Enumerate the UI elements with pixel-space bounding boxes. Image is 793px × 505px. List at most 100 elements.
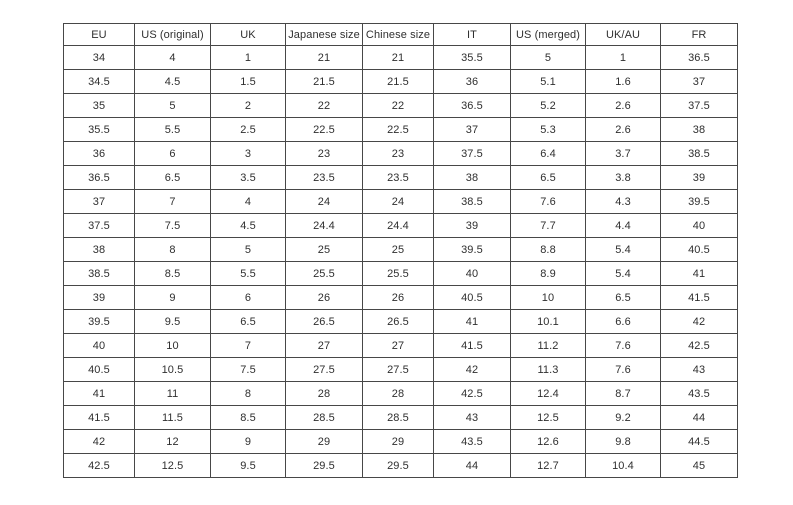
table-cell: 44 [433, 453, 511, 478]
table-cell: 10.5 [134, 357, 211, 382]
table-cell: 23.5 [285, 165, 363, 190]
table-cell: 23 [362, 141, 434, 166]
table-cell: 38 [63, 237, 135, 262]
table-cell: 27 [362, 333, 434, 358]
table-cell: 11 [134, 381, 211, 406]
table-cell: 6.5 [210, 309, 286, 334]
column-header-it: IT [433, 23, 511, 46]
column-header-eu: EU [63, 23, 135, 46]
table-cell: 1 [585, 45, 661, 70]
table-cell: 4 [134, 45, 211, 70]
table-cell: 38.5 [63, 261, 135, 286]
table-cell: 8.7 [585, 381, 661, 406]
table-cell: 40.5 [660, 237, 738, 262]
table-cell: 4 [210, 189, 286, 214]
table-cell: 22.5 [285, 117, 363, 142]
table-cell: 1.5 [210, 69, 286, 94]
table-cell: 42.5 [63, 453, 135, 478]
table-row: 42 12 9 29 29 43.5 12.6 9.8 44.5 [63, 429, 738, 454]
table-cell: 21 [362, 45, 434, 70]
column-header-us-original: US (original) [134, 23, 211, 46]
table-cell: 43.5 [660, 381, 738, 406]
table-cell: 4.3 [585, 189, 661, 214]
table-cell: 39.5 [63, 309, 135, 334]
table-row: 39 9 6 26 26 40.5 10 6.5 41.5 [63, 285, 738, 310]
table-cell: 41.5 [63, 405, 135, 430]
table-cell: 36.5 [433, 93, 511, 118]
table-cell: 11.2 [510, 333, 586, 358]
table-cell: 42 [660, 309, 738, 334]
table-cell: 42 [63, 429, 135, 454]
table-cell: 26 [285, 285, 363, 310]
table-cell: 23.5 [362, 165, 434, 190]
table-cell: 8.8 [510, 237, 586, 262]
table-cell: 26.5 [362, 309, 434, 334]
table-cell: 37 [660, 69, 738, 94]
column-header-fr: FR [660, 23, 738, 46]
table-cell: 6 [134, 141, 211, 166]
table-cell: 12.4 [510, 381, 586, 406]
table-row: 36.5 6.5 3.5 23.5 23.5 38 6.5 3.8 39 [63, 165, 738, 190]
table-cell: 27.5 [362, 357, 434, 382]
table-cell: 24.4 [285, 213, 363, 238]
table-cell: 40 [660, 213, 738, 238]
table-cell: 3 [210, 141, 286, 166]
table-cell: 43 [433, 405, 511, 430]
table-row: 41 11 8 28 28 42.5 12.4 8.7 43.5 [63, 381, 738, 406]
table-cell: 34 [63, 45, 135, 70]
table-cell: 25 [362, 237, 434, 262]
table-cell: 41 [433, 309, 511, 334]
table-cell: 5 [210, 237, 286, 262]
table-row: 39.5 9.5 6.5 26.5 26.5 41 10.1 6.6 42 [63, 309, 738, 334]
table-row: 37.5 7.5 4.5 24.4 24.4 39 7.7 4.4 40 [63, 213, 738, 238]
table-cell: 6.5 [510, 165, 586, 190]
table-cell: 36 [63, 141, 135, 166]
table-cell: 40 [433, 261, 511, 286]
table-cell: 12.6 [510, 429, 586, 454]
table-cell: 37 [433, 117, 511, 142]
table-row: 35.5 5.5 2.5 22.5 22.5 37 5.3 2.6 38 [63, 117, 738, 142]
table-cell: 6.5 [134, 165, 211, 190]
table-cell: 8 [210, 381, 286, 406]
table-row: 34.5 4.5 1.5 21.5 21.5 36 5.1 1.6 37 [63, 69, 738, 94]
table-cell: 44.5 [660, 429, 738, 454]
table-cell: 7.6 [585, 357, 661, 382]
table-row: 41.5 11.5 8.5 28.5 28.5 43 12.5 9.2 44 [63, 405, 738, 430]
table-cell: 7.6 [510, 189, 586, 214]
table-cell: 42.5 [660, 333, 738, 358]
table-cell: 38.5 [433, 189, 511, 214]
table-cell: 35 [63, 93, 135, 118]
table-cell: 27 [285, 333, 363, 358]
column-header-japanese-size: Japanese size [285, 23, 363, 46]
table-cell: 9.5 [134, 309, 211, 334]
table-cell: 4.4 [585, 213, 661, 238]
table-cell: 11.5 [134, 405, 211, 430]
table-row: 36 6 3 23 23 37.5 6.4 3.7 38.5 [63, 141, 738, 166]
column-header-us-merged: US (merged) [510, 23, 586, 46]
table-cell: 29.5 [285, 453, 363, 478]
table-cell: 37.5 [63, 213, 135, 238]
table-cell: 6.4 [510, 141, 586, 166]
table-row: 42.5 12.5 9.5 29.5 29.5 44 12.7 10.4 45 [63, 453, 738, 478]
header-row: EU US (original) UK Japanese size Chinese si… [63, 23, 738, 46]
table-cell: 9.5 [210, 453, 286, 478]
table-cell: 29 [362, 429, 434, 454]
table-cell: 36.5 [660, 45, 738, 70]
table-cell: 42.5 [433, 381, 511, 406]
table-cell: 35.5 [433, 45, 511, 70]
table-cell: 1.6 [585, 69, 661, 94]
table-cell: 8.5 [210, 405, 286, 430]
table-cell: 26.5 [285, 309, 363, 334]
table-cell: 24.4 [362, 213, 434, 238]
table-cell: 5.1 [510, 69, 586, 94]
table-cell: 22 [362, 93, 434, 118]
table-cell: 7.5 [134, 213, 211, 238]
table-cell: 38 [433, 165, 511, 190]
table-cell: 11.3 [510, 357, 586, 382]
table-cell: 36 [433, 69, 511, 94]
table-cell: 9.2 [585, 405, 661, 430]
table-cell: 39 [63, 285, 135, 310]
table-cell: 21.5 [285, 69, 363, 94]
table-cell: 40 [63, 333, 135, 358]
